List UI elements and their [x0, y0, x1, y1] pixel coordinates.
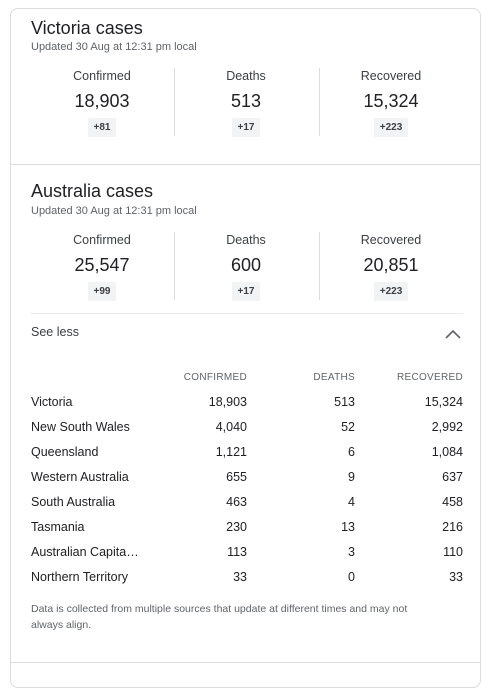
victoria-confirmed: Confirmed 18,903 +81: [30, 68, 174, 137]
cell-recovered: 33: [449, 570, 463, 584]
table-row: Australian Capita… 113 3 110: [31, 541, 463, 566]
stat-label: Confirmed: [73, 233, 131, 247]
australia-title: Australia cases: [31, 181, 154, 201]
cell-deaths: 6: [348, 445, 355, 459]
stat-value: 15,324: [363, 91, 419, 111]
table-row: New South Wales 4,040 52 2,992: [31, 416, 463, 441]
stat-value: 18,903: [74, 91, 130, 111]
table-header: CONFIRMED DEATHS RECOVERED: [31, 366, 463, 391]
stat-delta-badge: +223: [373, 118, 409, 137]
cell-deaths: 513: [334, 395, 355, 409]
stat-delta-badge: +99: [87, 282, 117, 301]
cell-confirmed: 230: [226, 520, 247, 534]
stat-divider: [319, 232, 320, 300]
table-row: Victoria 18,903 513 15,324: [31, 391, 463, 416]
data-disclaimer: Data is collected from multiple sources …: [31, 603, 408, 631]
table-row: Western Australia 655 9 637: [31, 466, 463, 491]
cell-recovered: 458: [442, 495, 463, 509]
cell-deaths: 52: [341, 420, 355, 434]
cell-confirmed: 33: [233, 570, 247, 584]
cell-recovered: 637: [442, 470, 463, 484]
stat-divider: [319, 68, 320, 136]
header-confirmed: CONFIRMED: [183, 372, 247, 383]
section-divider: [11, 164, 480, 165]
header-deaths: DEATHS: [313, 372, 355, 383]
victoria-deaths: Deaths 513 +17: [174, 68, 318, 137]
cell-deaths: 13: [341, 520, 355, 534]
table-row: South Australia 463 4 458: [31, 491, 463, 516]
australia-recovered: Recovered 20,851 +223: [319, 232, 463, 301]
stat-delta-badge: +17: [231, 282, 261, 301]
cell-recovered: 1,084: [431, 445, 463, 459]
cell-deaths: 3: [348, 545, 355, 559]
stat-value: 25,547: [74, 255, 130, 275]
stat-delta-badge: +81: [87, 118, 117, 137]
stat-divider: [174, 232, 175, 300]
stat-value: 20,851: [363, 255, 419, 275]
stat-delta-badge: +17: [231, 118, 261, 137]
australia-updated: Updated 30 Aug at 12:31 pm local: [31, 205, 197, 217]
stat-label: Deaths: [226, 69, 266, 83]
region-name: Northern Territory: [31, 570, 129, 584]
cell-deaths: 0: [348, 570, 355, 584]
region-name: Australian Capita…: [31, 545, 139, 559]
cell-confirmed: 113: [227, 545, 247, 559]
chevron-up-icon[interactable]: [445, 326, 461, 339]
cell-recovered: 2,992: [431, 420, 463, 434]
region-table: CONFIRMED DEATHS RECOVERED Victoria 18,9…: [31, 366, 463, 591]
victoria-updated: Updated 30 Aug at 12:31 pm local: [31, 41, 197, 53]
stat-value: 513: [230, 91, 262, 111]
covid-stats-card: Victoria cases Updated 30 Aug at 12:31 p…: [10, 8, 481, 688]
cell-confirmed: 18,903: [208, 395, 247, 409]
header-recovered: RECOVERED: [396, 372, 463, 383]
region-name: New South Wales: [31, 420, 130, 434]
region-name: Western Australia: [31, 470, 129, 484]
cell-deaths: 4: [348, 495, 355, 509]
australia-confirmed: Confirmed 25,547 +99: [30, 232, 174, 301]
table-row: Northern Territory 33 0 33: [31, 566, 463, 591]
australia-deaths: Deaths 600 +17: [174, 232, 318, 301]
stat-divider: [174, 68, 175, 136]
region-name: South Australia: [31, 495, 116, 509]
see-less-toggle[interactable]: See less: [31, 313, 463, 354]
region-name: Victoria: [31, 395, 73, 409]
section-divider: [11, 662, 480, 663]
stat-label: Recovered: [360, 233, 422, 247]
cell-recovered: 110: [443, 545, 463, 559]
victoria-title: Victoria cases: [31, 18, 143, 38]
cell-confirmed: 463: [226, 495, 247, 509]
stat-label: Recovered: [360, 69, 422, 83]
victoria-recovered: Recovered 15,324 +223: [319, 68, 463, 137]
stat-label: Deaths: [226, 233, 266, 247]
cell-confirmed: 655: [226, 470, 247, 484]
table-row: Queensland 1,121 6 1,084: [31, 441, 463, 466]
cell-deaths: 9: [348, 470, 355, 484]
cell-confirmed: 1,121: [215, 445, 247, 459]
stat-label: Confirmed: [73, 69, 131, 83]
cell-confirmed: 4,040: [215, 420, 247, 434]
see-less-label: See less: [31, 325, 79, 339]
region-name: Queensland: [31, 445, 99, 459]
stat-value: 600: [230, 255, 262, 275]
stat-delta-badge: +223: [373, 282, 409, 301]
table-row: Tasmania 230 13 216: [31, 516, 463, 541]
region-name: Tasmania: [31, 520, 85, 534]
cell-recovered: 15,324: [424, 395, 463, 409]
cell-recovered: 216: [442, 520, 463, 534]
